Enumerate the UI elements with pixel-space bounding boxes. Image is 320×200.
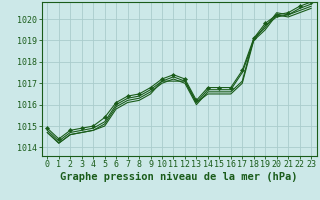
X-axis label: Graphe pression niveau de la mer (hPa): Graphe pression niveau de la mer (hPa) <box>60 172 298 182</box>
